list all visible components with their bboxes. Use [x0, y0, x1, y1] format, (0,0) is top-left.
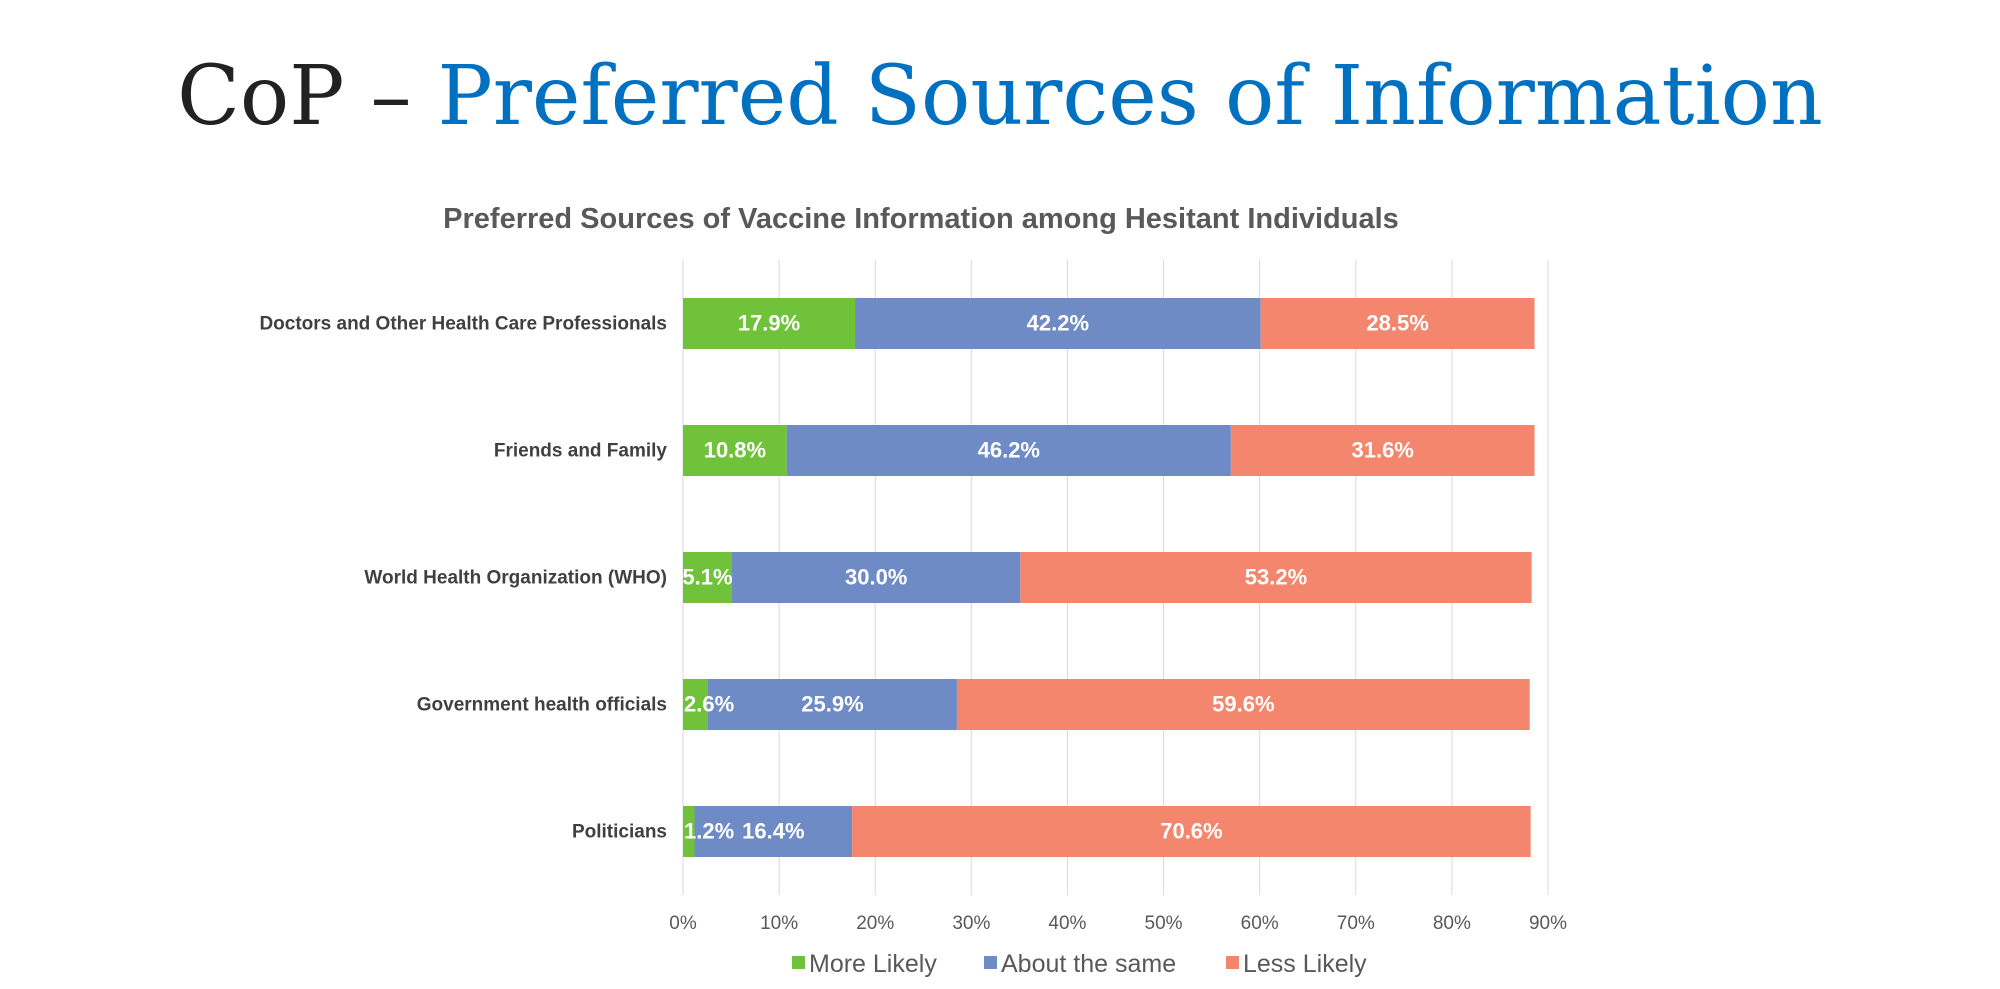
bar-segment	[732, 552, 1021, 603]
slide-title: CoP – Preferred Sources of Information	[0, 42, 2000, 152]
bar-segment	[683, 806, 695, 857]
data-label: 70.6%	[1160, 818, 1222, 843]
legend-swatch	[792, 956, 805, 969]
bar-segment	[683, 425, 787, 476]
bar-segment	[683, 298, 856, 349]
category-label: Politicians	[572, 822, 667, 843]
x-tick-label: 80%	[1433, 913, 1471, 934]
data-label: 46.2%	[978, 437, 1040, 462]
x-tick-label: 50%	[1145, 913, 1183, 934]
bar-segment	[1260, 298, 1535, 349]
bar-segment	[683, 552, 733, 603]
legend-label: Less Likely	[1243, 950, 1367, 978]
x-tick-label: 30%	[952, 913, 990, 934]
x-tick-label: 40%	[1048, 913, 1086, 934]
x-tick-label: 20%	[856, 913, 894, 934]
data-label: 59.6%	[1212, 691, 1274, 716]
bar-segment	[683, 679, 708, 730]
x-tick-label: 70%	[1337, 913, 1375, 934]
data-label: 5.1%	[682, 564, 732, 589]
data-label: 42.2%	[1027, 310, 1089, 335]
data-label: 10.8%	[704, 437, 766, 462]
bars	[683, 298, 1535, 857]
bar-segment	[1230, 425, 1535, 476]
x-tick-label: 10%	[760, 913, 798, 934]
data-label: 30.0%	[845, 564, 907, 589]
category-label: Friends and Family	[494, 441, 668, 462]
bar-segment	[956, 679, 1530, 730]
x-tick-label: 90%	[1529, 913, 1567, 934]
bar-segment	[852, 806, 1531, 857]
legend-label: More Likely	[809, 950, 937, 978]
bar-segment	[694, 806, 853, 857]
x-axis-ticks: 0% 10% 20% 30% 40% 50% 60% 70% 80% 90%	[669, 913, 1567, 934]
legend-swatch	[1226, 956, 1239, 969]
data-labels: 17.9% 42.2% 28.5% 10.8% 46.2% 31.6% 5.1% 30.0% 5…	[682, 310, 1428, 843]
data-label: 2.6%	[684, 691, 734, 716]
data-label: 16.4%	[742, 818, 804, 843]
data-label: 17.9%	[738, 310, 800, 335]
legend: More Likely About the same Less Likely	[792, 950, 1367, 978]
data-label: 28.5%	[1366, 310, 1428, 335]
category-label: Government health officials	[417, 695, 667, 716]
data-label: 1.2%	[684, 818, 734, 843]
slide-title-prefix: CoP –	[177, 49, 438, 144]
bar-segment	[707, 679, 957, 730]
data-label: 53.2%	[1245, 564, 1307, 589]
chart-title: Preferred Sources of Vaccine Information…	[443, 203, 1399, 235]
slide-title-accent: Preferred Sources of Information	[437, 49, 1823, 144]
x-tick-label: 60%	[1241, 913, 1279, 934]
category-label: World Health Organization (WHO)	[364, 568, 667, 589]
bar-segment	[1020, 552, 1532, 603]
legend-swatch	[984, 956, 997, 969]
data-label: 25.9%	[801, 691, 863, 716]
category-label: Doctors and Other Health Care Profession…	[259, 314, 667, 335]
legend-label: About the same	[1001, 950, 1176, 978]
data-label: 31.6%	[1351, 437, 1413, 462]
category-labels: Doctors and Other Health Care Profession…	[259, 314, 667, 843]
bar-segment	[855, 298, 1261, 349]
x-tick-label: 0%	[669, 913, 697, 934]
bar-segment	[786, 425, 1231, 476]
